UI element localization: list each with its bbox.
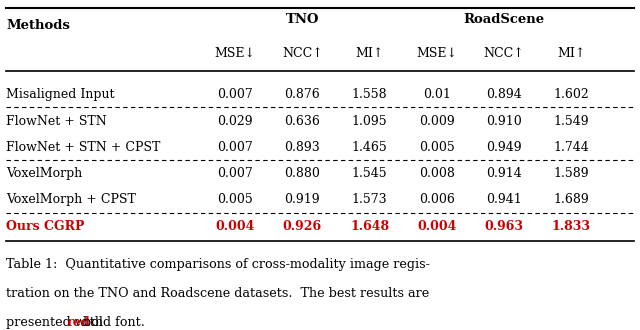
- Text: 0.876: 0.876: [285, 88, 320, 101]
- Text: MI↑: MI↑: [557, 47, 586, 59]
- Text: 1.602: 1.602: [554, 88, 589, 101]
- Text: 0.007: 0.007: [218, 167, 253, 180]
- Text: Table 1:  Quantitative comparisons of cross-modality image regis-: Table 1: Quantitative comparisons of cro…: [6, 258, 430, 271]
- Text: 0.004: 0.004: [216, 220, 255, 233]
- Text: MSE↓: MSE↓: [416, 47, 458, 59]
- Text: MI↑: MI↑: [355, 47, 384, 59]
- Text: Misaligned Input: Misaligned Input: [6, 88, 115, 101]
- Text: TNO: TNO: [285, 13, 319, 26]
- Text: Methods: Methods: [6, 19, 70, 32]
- Text: 0.926: 0.926: [283, 220, 322, 233]
- Text: 1.545: 1.545: [352, 167, 387, 180]
- Text: 0.029: 0.029: [218, 115, 253, 127]
- Text: 0.006: 0.006: [419, 193, 455, 207]
- Text: red: red: [67, 316, 91, 329]
- Text: MSE↓: MSE↓: [214, 47, 256, 59]
- Text: 0.919: 0.919: [285, 193, 320, 207]
- Text: presented with: presented with: [6, 316, 108, 329]
- Text: Ours CGRP: Ours CGRP: [6, 220, 85, 233]
- Text: 1.589: 1.589: [554, 167, 589, 180]
- Text: 0.894: 0.894: [486, 88, 522, 101]
- Text: 1.095: 1.095: [352, 115, 387, 127]
- Text: 0.005: 0.005: [218, 193, 253, 207]
- Text: 1.833: 1.833: [552, 220, 591, 233]
- Text: 1.558: 1.558: [352, 88, 387, 101]
- Text: FlowNet + STN + CPST: FlowNet + STN + CPST: [6, 141, 161, 154]
- Text: 0.009: 0.009: [419, 115, 454, 127]
- Text: 0.007: 0.007: [218, 88, 253, 101]
- Text: 0.007: 0.007: [218, 141, 253, 154]
- Text: 0.636: 0.636: [284, 115, 321, 127]
- Text: bold font.: bold font.: [79, 316, 145, 329]
- Text: 0.005: 0.005: [419, 141, 454, 154]
- Text: 0.941: 0.941: [486, 193, 522, 207]
- Text: 0.963: 0.963: [484, 220, 524, 233]
- Text: 0.004: 0.004: [417, 220, 456, 233]
- Text: tration on the TNO and Roadscene datasets.  The best results are: tration on the TNO and Roadscene dataset…: [6, 287, 429, 300]
- Text: NCC↑: NCC↑: [484, 47, 524, 59]
- Text: 0.008: 0.008: [419, 167, 455, 180]
- Text: RoadScene: RoadScene: [463, 13, 545, 26]
- Text: 0.914: 0.914: [486, 167, 522, 180]
- Text: 0.01: 0.01: [423, 88, 451, 101]
- Text: NCC↑: NCC↑: [282, 47, 323, 59]
- Text: VoxelMorph: VoxelMorph: [6, 167, 83, 180]
- Text: 0.949: 0.949: [486, 141, 522, 154]
- Text: 0.910: 0.910: [486, 115, 522, 127]
- Text: 1.465: 1.465: [352, 141, 387, 154]
- Text: 1.744: 1.744: [554, 141, 589, 154]
- Text: 0.880: 0.880: [284, 167, 321, 180]
- Text: FlowNet + STN: FlowNet + STN: [6, 115, 107, 127]
- Text: 0.893: 0.893: [285, 141, 320, 154]
- Text: 1.648: 1.648: [350, 220, 389, 233]
- Text: VoxelMorph + CPST: VoxelMorph + CPST: [6, 193, 136, 207]
- Text: 1.689: 1.689: [554, 193, 589, 207]
- Text: 1.549: 1.549: [554, 115, 589, 127]
- Text: 1.573: 1.573: [352, 193, 387, 207]
